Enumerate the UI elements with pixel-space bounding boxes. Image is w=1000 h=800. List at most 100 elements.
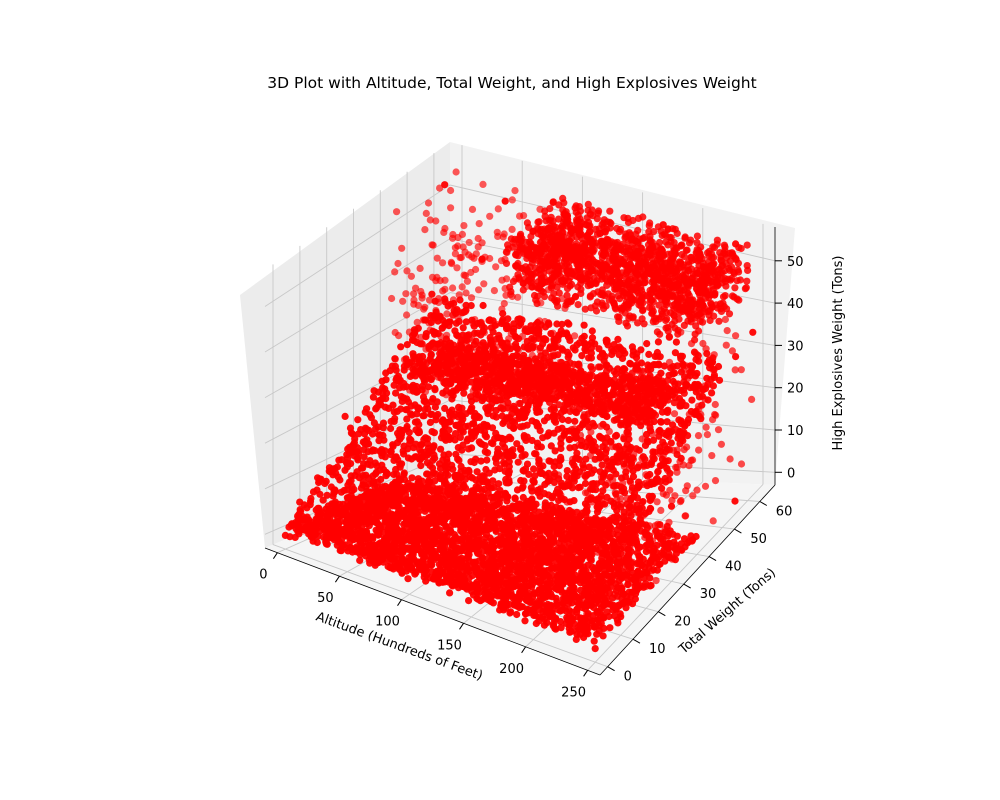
scatter-point <box>426 216 434 224</box>
scatter-point <box>479 180 487 188</box>
scatter-point <box>423 440 432 448</box>
scatter-point <box>743 262 751 270</box>
scatter-point <box>489 477 497 485</box>
scatter-point <box>608 251 616 260</box>
scatter-point <box>463 277 471 285</box>
scatter-point <box>634 214 643 222</box>
scatter-point <box>685 239 694 247</box>
scatter-point <box>531 472 539 480</box>
scatter-point <box>489 346 497 354</box>
scatter-point <box>602 455 610 463</box>
scatter-point <box>577 441 586 450</box>
scatter-point <box>715 317 723 325</box>
scatter-point <box>685 267 693 275</box>
scatter-point <box>445 450 453 458</box>
scatter-point <box>599 487 607 495</box>
scatter-point <box>693 369 701 378</box>
scatter-point <box>566 282 574 290</box>
scatter-point <box>737 366 745 374</box>
scatter-point <box>410 290 418 298</box>
scatter-point <box>507 435 515 443</box>
scatter-point <box>557 250 565 258</box>
scatter-point <box>645 350 653 358</box>
scatter-point <box>398 244 406 252</box>
scatter-point <box>476 319 485 327</box>
scatter-point <box>547 284 556 292</box>
scatter-point <box>509 328 517 336</box>
scatter-point <box>689 492 697 500</box>
scatter-point <box>600 216 608 224</box>
scatter-point <box>485 469 493 477</box>
scatter-point <box>510 320 518 328</box>
scatter-point <box>694 432 703 440</box>
scatter-point <box>689 296 697 304</box>
scatter-point <box>503 339 511 347</box>
scatter-point <box>509 405 517 413</box>
scatter-point <box>626 260 634 268</box>
scatter-point <box>307 494 315 503</box>
scatter-point <box>465 251 473 259</box>
scatter-point <box>440 228 448 236</box>
scatter-point <box>536 344 545 352</box>
scatter-point <box>582 455 590 463</box>
scatter-point <box>391 414 399 423</box>
scatter-point <box>392 376 400 384</box>
scatter-point <box>509 424 518 432</box>
scatter-point <box>602 240 610 249</box>
scatter-point <box>428 374 436 382</box>
scatter-point <box>683 246 691 254</box>
scatter-point <box>382 395 390 403</box>
scatter-point <box>658 484 666 492</box>
scatter-point <box>562 219 570 227</box>
scatter-point <box>415 421 423 429</box>
scatter-point <box>598 349 607 357</box>
scatter-point <box>577 289 585 298</box>
scatter-point <box>612 305 620 313</box>
scatter-point <box>468 444 476 452</box>
scatter-point <box>467 458 475 466</box>
scatter-point <box>742 284 750 292</box>
scatter-point <box>306 501 314 509</box>
scatter-point <box>670 410 679 418</box>
scatter-point <box>470 254 478 262</box>
scatter-point <box>648 260 656 268</box>
scatter-point <box>635 505 644 513</box>
scatter-point <box>431 297 439 305</box>
scatter-point <box>591 258 600 267</box>
scatter-point <box>467 294 476 302</box>
scatter-point <box>399 447 407 455</box>
scatter-point <box>407 410 415 418</box>
scatter-point <box>436 277 444 285</box>
scatter-point <box>354 416 362 424</box>
scatter-point <box>429 395 437 403</box>
scatter-point <box>557 277 566 285</box>
scatter-point <box>723 327 731 335</box>
scatter-point <box>445 408 454 416</box>
scatter-point <box>331 465 339 473</box>
scatter-point <box>677 420 686 428</box>
scatter-point <box>403 311 411 319</box>
scatter-point <box>677 355 685 363</box>
scatter-point <box>480 280 488 288</box>
axis-edges <box>264 227 776 676</box>
scatter-point <box>589 248 597 256</box>
scatter-point <box>604 341 612 349</box>
scatter-point <box>666 486 674 494</box>
scatter-point <box>454 233 462 242</box>
scatter-point <box>610 482 618 490</box>
scatter-point <box>593 298 602 306</box>
scatter-point <box>592 225 600 233</box>
scatter-point <box>639 306 647 314</box>
scatter-point <box>718 269 726 277</box>
scatter-point <box>451 430 460 438</box>
scatter-point <box>588 338 596 347</box>
scatter-point <box>580 321 588 329</box>
scatter-point <box>571 292 580 301</box>
scatter-point <box>699 318 707 326</box>
scatter-point <box>449 284 457 292</box>
scatter-point <box>485 403 493 411</box>
scatter-point <box>430 330 439 338</box>
scatter-point <box>721 315 730 324</box>
scatter-point <box>441 295 449 303</box>
scatter-point <box>508 225 516 233</box>
